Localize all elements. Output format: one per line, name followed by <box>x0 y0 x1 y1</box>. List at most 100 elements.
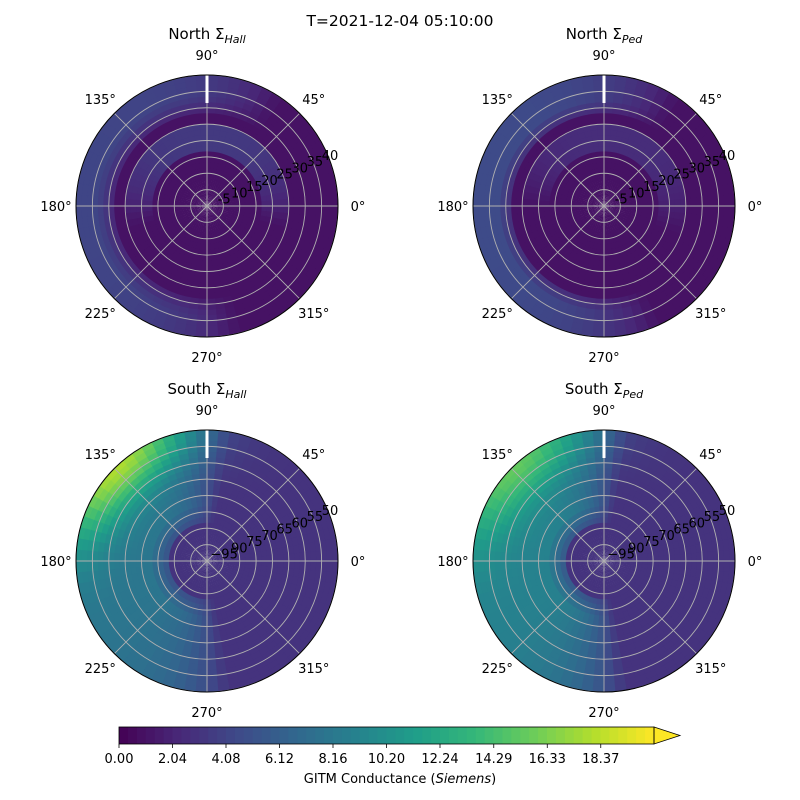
polar-panel-south-hall: −95907570656055500°45°90°135°180°225°270… <box>40 380 365 721</box>
heatmap-cell <box>243 120 254 131</box>
heatmap-cell <box>255 560 263 566</box>
heatmap-cell <box>716 161 726 175</box>
heatmap-cell <box>202 544 206 551</box>
heatmap-cell <box>636 205 643 210</box>
heatmap-cell <box>195 225 200 233</box>
heatmap-cell <box>310 244 321 257</box>
heatmap-cell <box>211 200 218 204</box>
heatmap-cell <box>216 218 222 225</box>
heatmap-cell <box>167 285 178 295</box>
panel-title: North ΣPed <box>566 25 644 46</box>
heatmap-cell <box>233 208 241 212</box>
heatmap-cell <box>186 567 193 573</box>
heatmap-cell <box>518 98 532 111</box>
heatmap-cell <box>143 465 156 477</box>
heatmap-cell <box>549 295 562 306</box>
heatmap-cell <box>609 270 618 278</box>
heatmap-cell <box>530 96 544 109</box>
heatmap-cell <box>291 282 305 296</box>
heatmap-cell <box>220 547 227 553</box>
heatmap-cell <box>222 199 230 204</box>
heatmap-cell <box>519 302 534 315</box>
heatmap-cell <box>262 119 275 131</box>
heatmap-cell <box>604 276 612 284</box>
heatmap-cell <box>302 120 315 134</box>
heatmap-cell <box>589 218 595 225</box>
heatmap-cell <box>165 219 173 226</box>
heatmap-cell <box>222 553 229 557</box>
heatmap-cell <box>583 318 596 327</box>
heatmap-cell <box>319 161 329 175</box>
heatmap-cell <box>91 195 99 208</box>
heatmap-cell <box>187 629 196 637</box>
heatmap-cell <box>594 220 599 228</box>
heatmap-cell <box>97 541 105 554</box>
heatmap-cell <box>608 209 614 214</box>
heatmap-cell <box>188 183 195 190</box>
heatmap-cell <box>309 129 321 144</box>
heatmap-cell <box>173 561 180 565</box>
heatmap-cell <box>598 195 602 202</box>
heatmap-cell <box>198 604 204 611</box>
heatmap-cell <box>122 483 134 496</box>
heatmap-cell <box>207 653 217 660</box>
heatmap-cell <box>202 538 206 545</box>
heatmap-cell <box>499 196 507 208</box>
heatmap-cell <box>86 185 95 198</box>
heatmap-cell <box>157 561 164 566</box>
heatmap-cell <box>207 206 213 209</box>
heatmap-cell <box>482 237 492 251</box>
heatmap-cell <box>527 192 535 201</box>
heatmap-cell <box>209 516 215 524</box>
heatmap-cell <box>271 547 279 556</box>
heatmap-cell <box>559 295 572 305</box>
heatmap-cell <box>513 156 524 168</box>
heatmap-cell <box>195 547 201 553</box>
heatmap-cell <box>213 575 219 582</box>
heatmap-cell <box>194 534 200 542</box>
heatmap-cell <box>218 189 225 196</box>
heatmap-cell <box>683 264 695 277</box>
figure-title: T=2021-12-04 05:10:00 <box>306 12 494 30</box>
heatmap-cell <box>233 563 241 567</box>
heatmap-cell <box>212 561 219 564</box>
heatmap-cell <box>650 299 663 311</box>
heatmap-cell <box>97 254 109 268</box>
heatmap-cell <box>249 551 257 558</box>
heatmap-cell <box>121 514 132 525</box>
heatmap-cell <box>201 505 207 513</box>
heatmap-cell <box>200 565 205 572</box>
heatmap-cell <box>157 201 164 207</box>
heatmap-cell <box>184 208 192 213</box>
heatmap-cell <box>260 194 268 202</box>
heatmap-cell <box>269 288 282 301</box>
heatmap-cell <box>193 523 199 531</box>
heatmap-cell <box>197 658 209 666</box>
heatmap-cell <box>164 570 172 577</box>
heatmap-cell <box>179 556 186 560</box>
heatmap-cell <box>606 210 610 217</box>
heatmap-cell <box>168 199 175 204</box>
heatmap-cell <box>685 197 692 206</box>
heatmap-cell <box>597 210 602 217</box>
heatmap-cell <box>190 206 197 210</box>
heatmap-cell <box>305 144 317 158</box>
heatmap-cell <box>215 302 227 310</box>
heatmap-cell <box>200 196 205 202</box>
heatmap-cell <box>113 164 123 176</box>
heatmap-cell <box>154 291 167 301</box>
heatmap-cell <box>134 304 149 316</box>
heatmap-cell <box>163 631 174 642</box>
heatmap-cell <box>240 294 253 305</box>
heatmap-cell <box>553 309 566 320</box>
heatmap-cell <box>81 184 89 197</box>
heatmap-cell <box>151 201 159 207</box>
heatmap-cell <box>596 210 601 216</box>
heatmap-cell <box>185 575 192 581</box>
heatmap-cell <box>646 213 654 219</box>
heatmap-cell <box>287 609 298 621</box>
heatmap-cell <box>192 187 198 194</box>
heatmap-cell <box>135 193 143 201</box>
heatmap-cell <box>282 566 290 576</box>
heatmap-cell <box>257 110 270 122</box>
